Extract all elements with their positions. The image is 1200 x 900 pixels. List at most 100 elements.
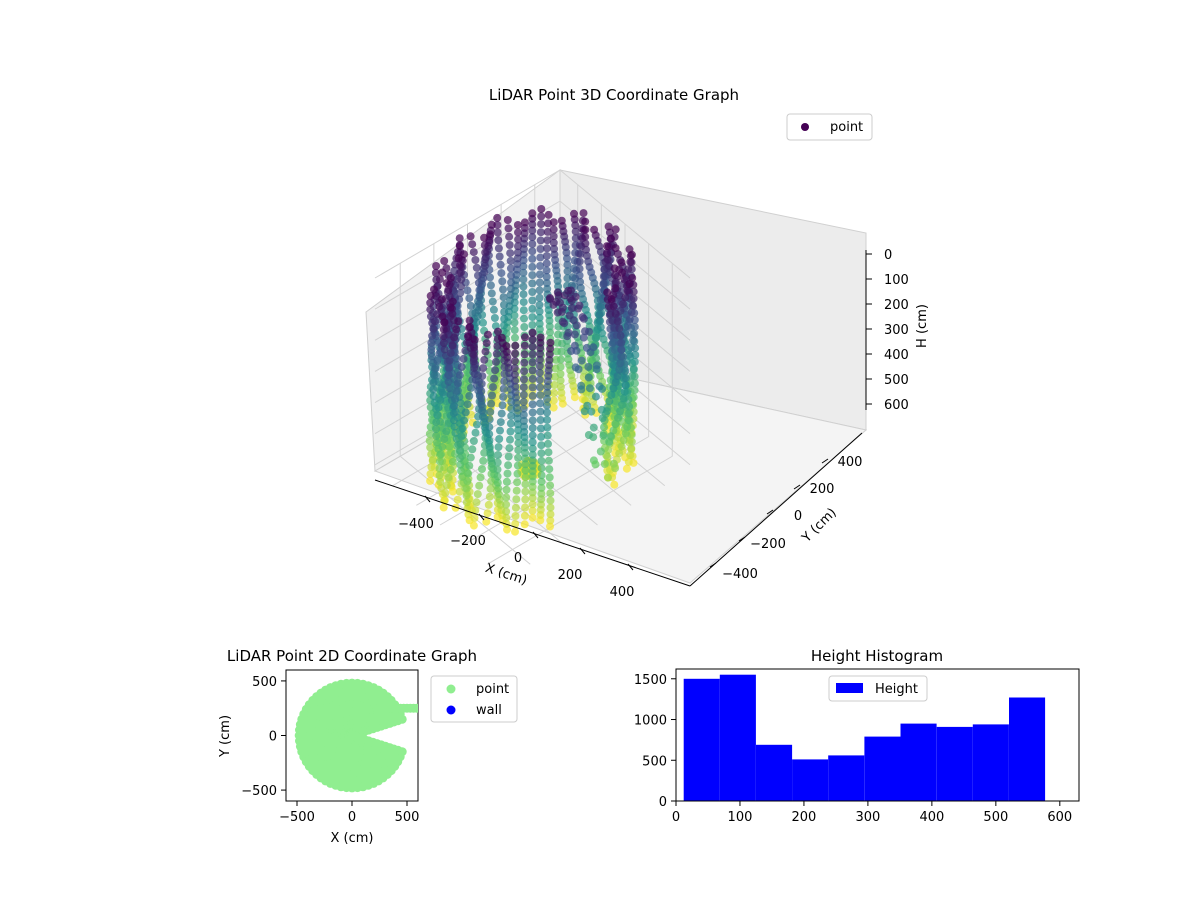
point-marker xyxy=(610,345,619,354)
point-marker xyxy=(621,381,630,389)
point-marker xyxy=(528,366,537,375)
point-marker xyxy=(544,456,553,465)
point-marker xyxy=(486,407,495,416)
point-marker xyxy=(506,290,515,299)
x-tick-label: 500 xyxy=(395,810,420,825)
point-marker xyxy=(582,343,591,352)
point-marker xyxy=(496,426,504,435)
point-marker xyxy=(584,373,593,382)
point-marker xyxy=(536,416,545,424)
point-marker xyxy=(435,302,444,311)
point-marker xyxy=(629,364,638,373)
point-marker xyxy=(502,500,511,509)
point-marker xyxy=(520,511,529,520)
y-tick-label: −400 xyxy=(722,567,758,582)
point-marker xyxy=(528,350,537,359)
point-marker xyxy=(475,299,484,308)
z-tick-label: 500 xyxy=(884,373,909,388)
point-marker xyxy=(430,285,438,294)
point-marker xyxy=(546,516,555,525)
point-marker xyxy=(536,333,545,342)
point-marker xyxy=(456,399,465,408)
point-marker xyxy=(549,225,558,234)
point-marker xyxy=(536,262,545,270)
z-tick-label: 0 xyxy=(884,248,892,263)
point-marker xyxy=(556,376,565,385)
point-marker xyxy=(528,424,537,433)
point-marker xyxy=(624,416,633,425)
point-marker xyxy=(563,332,572,341)
point-marker xyxy=(535,278,544,287)
point-marker xyxy=(528,328,537,337)
point-marker xyxy=(535,293,544,302)
point-marker xyxy=(611,397,620,406)
point-marker xyxy=(486,273,494,282)
point-marker xyxy=(456,454,464,463)
point-marker xyxy=(528,391,537,400)
point-marker xyxy=(537,432,546,441)
point-marker xyxy=(437,295,446,304)
point-marker xyxy=(519,390,528,399)
point-marker xyxy=(625,315,634,324)
point-marker xyxy=(483,330,492,339)
point-marker xyxy=(436,396,445,405)
point-marker xyxy=(520,224,529,232)
point-marker xyxy=(510,370,519,379)
y-tick-label: −500 xyxy=(241,784,277,799)
point-marker xyxy=(510,364,519,372)
point-marker xyxy=(506,435,514,444)
point-marker xyxy=(528,506,537,515)
point-marker xyxy=(595,310,604,319)
point-marker xyxy=(581,225,590,234)
point-marker xyxy=(543,408,551,417)
point-marker xyxy=(557,347,566,356)
point-marker xyxy=(581,239,590,248)
point-marker xyxy=(543,394,551,403)
point-marker xyxy=(427,352,436,361)
point-marker xyxy=(607,234,615,243)
point-marker xyxy=(520,375,528,384)
point-marker xyxy=(428,455,437,464)
point-marker xyxy=(471,506,480,515)
point-marker xyxy=(528,239,537,248)
x-tick-label: 300 xyxy=(855,810,880,825)
point-marker xyxy=(454,379,462,388)
point-marker xyxy=(425,436,434,445)
point-marker xyxy=(543,415,552,424)
x-tick-label: 100 xyxy=(728,810,753,825)
point-marker xyxy=(506,256,515,265)
point-marker xyxy=(427,338,436,347)
point-marker xyxy=(502,513,511,522)
point-marker xyxy=(619,436,628,445)
point-marker xyxy=(450,402,459,411)
point-marker xyxy=(613,317,622,326)
point-marker xyxy=(456,447,464,456)
point-marker xyxy=(469,437,478,445)
point-marker xyxy=(584,431,593,439)
point-marker xyxy=(449,409,458,418)
point-marker xyxy=(535,355,544,364)
point-marker xyxy=(629,287,638,296)
point-marker xyxy=(474,306,483,315)
point-marker xyxy=(617,352,626,361)
point-marker xyxy=(621,429,630,438)
point-marker xyxy=(455,371,464,380)
point-marker xyxy=(545,322,554,331)
point-marker xyxy=(535,307,544,316)
point-marker xyxy=(574,304,583,313)
point-marker xyxy=(543,236,552,245)
point-marker xyxy=(454,254,463,263)
point-marker xyxy=(575,264,584,273)
point-marker xyxy=(465,392,474,400)
point-marker xyxy=(622,464,631,473)
point-marker xyxy=(440,435,449,443)
point-marker xyxy=(474,271,482,280)
point-marker xyxy=(471,428,480,437)
point-marker xyxy=(619,394,628,403)
y-axis-line xyxy=(689,432,863,587)
y-tick-label: 400 xyxy=(838,455,863,470)
point-marker xyxy=(600,460,609,468)
point-marker xyxy=(577,356,586,365)
point-marker xyxy=(431,364,440,373)
point-marker xyxy=(543,244,551,253)
